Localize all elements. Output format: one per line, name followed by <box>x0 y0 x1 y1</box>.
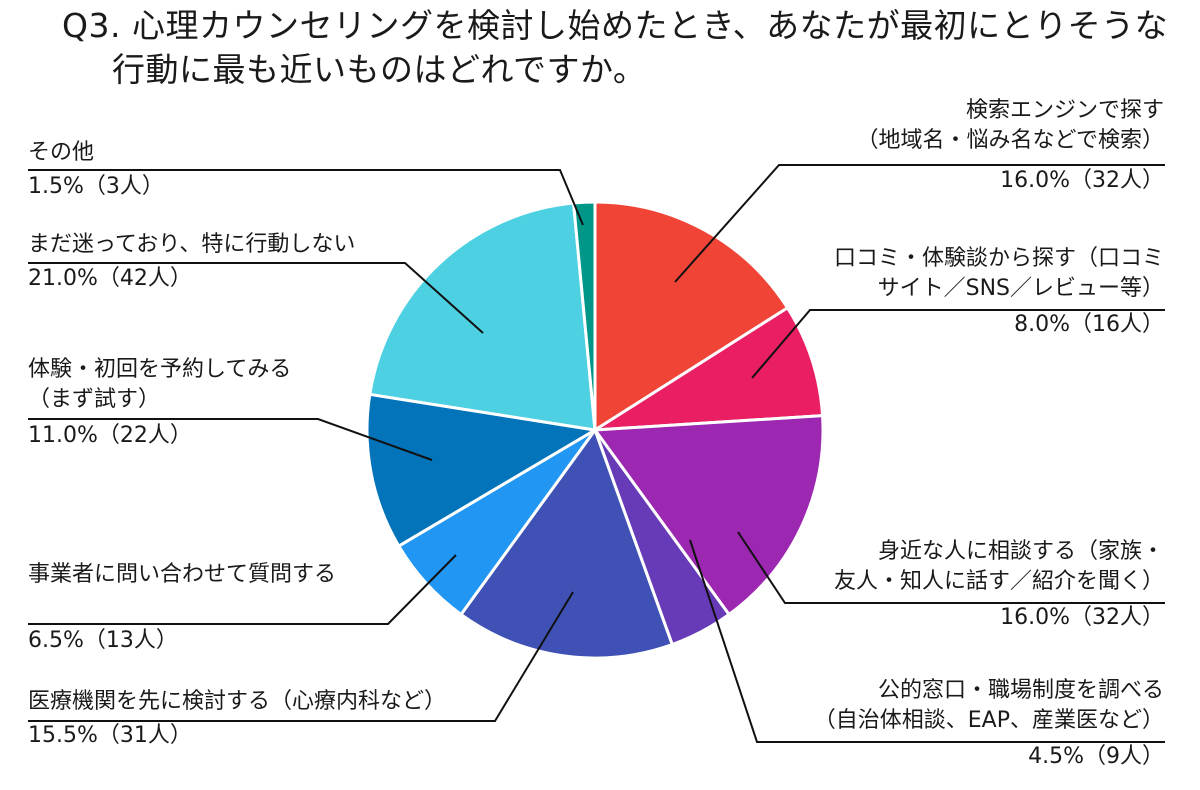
label-value: 16.0%（32人） <box>1000 168 1164 193</box>
label-text: 事業者に問い合わせて質問する <box>28 562 337 587</box>
label-public: 公的窓口・職場制度を調べる （自治体相談、EAP、産業医など） 4.5%（9人） <box>814 676 1164 772</box>
label-text: 医療機関を先に検討する（心療内科など） <box>28 689 447 714</box>
label-value: 4.5%（9人） <box>1028 744 1164 769</box>
label-value: 1.5%（3人） <box>28 174 164 199</box>
title-line-2: 行動に最も近いものはどれですか。 <box>112 50 647 89</box>
pie-slice <box>593 200 790 432</box>
label-text: 口コミ・体験談から探す（口コミ <box>833 246 1164 271</box>
label-other: その他 1.5%（3人） <box>28 138 164 202</box>
leader-reviews <box>751 309 1165 379</box>
label-value: 15.5%（31人） <box>28 723 192 748</box>
label-text: その他 <box>28 140 95 165</box>
pie-slices <box>365 200 825 660</box>
label-text: 公的窓口・職場制度を調べる <box>877 678 1164 703</box>
label-text: サイト／SNS／レビュー等） <box>877 276 1164 301</box>
chart-title: Q3. 心理カウンセリングを検討し始めたとき、あなたが最初にとりそうな 行動に最… <box>62 4 1168 92</box>
label-value: 8.0%（16人） <box>1014 312 1164 337</box>
label-value: 21.0%（42人） <box>28 266 192 291</box>
leader-undecided <box>28 262 484 334</box>
label-trial: 体験・初回を予約してみる （まず試す） 11.0%（22人） <box>28 355 291 451</box>
title-line-1: Q3. 心理カウンセリングを検討し始めたとき、あなたが最初にとりそうな <box>62 6 1169 45</box>
leader-inquiry <box>28 554 457 625</box>
label-people: 身近な人に相談する（家族・ 友人・知人に話す／紹介を聞く） 16.0%（32人） <box>834 537 1164 633</box>
label-search: 検索エンジンで探す （地域名・悩み名などで検索） 16.0%（32人） <box>856 96 1164 196</box>
label-text: まだ迷っており、特に行動しない <box>28 232 356 257</box>
label-text: 友人・知人に話す／紹介を聞く） <box>833 569 1164 594</box>
leader-other <box>28 169 584 226</box>
leader-trial <box>28 418 433 461</box>
label-text: 検索エンジンで探す <box>965 98 1164 123</box>
label-reviews: 口コミ・体験談から探す（口コミ サイト／SNS／レビュー等） 8.0%（16人） <box>834 244 1164 340</box>
pie-slice <box>593 306 825 432</box>
label-text: （地域名・悩み名などで検索） <box>856 128 1164 153</box>
label-undecided: まだ迷っており、特に行動しない 21.0%（42人） <box>28 230 355 294</box>
leader-medical <box>28 591 574 722</box>
label-value: 16.0%（32人） <box>1000 605 1164 630</box>
pie-slice <box>365 392 597 548</box>
label-text: 体験・初回を予約してみる <box>28 357 292 382</box>
pie-slice <box>368 201 597 432</box>
label-value: 6.5%（13人） <box>28 628 178 653</box>
leader-public <box>689 539 1165 743</box>
leader-search <box>674 164 1165 283</box>
label-inquiry: 事業者に問い合わせて質問する 6.5%（13人） <box>28 560 336 656</box>
label-value: 11.0%（22人） <box>28 423 192 448</box>
pie-slice <box>593 414 825 616</box>
leader-people <box>737 531 1165 604</box>
pie-slice <box>459 428 674 660</box>
label-medical: 医療機関を先に検討する（心療内科など） 15.5%（31人） <box>28 687 446 751</box>
label-text: （まず試す） <box>28 387 161 412</box>
label-text: （自治体相談、EAP、産業医など） <box>813 708 1164 733</box>
leader-lines <box>28 164 1165 743</box>
label-text: 身近な人に相談する（家族・ <box>877 539 1164 564</box>
